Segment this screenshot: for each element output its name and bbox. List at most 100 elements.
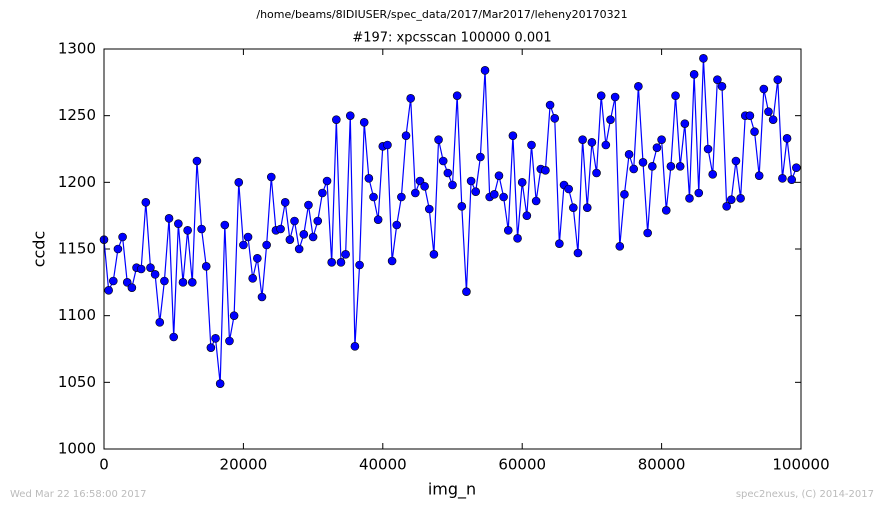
data-point (713, 75, 722, 84)
data-point (253, 254, 262, 263)
y-tick-label: 1050 (58, 373, 96, 391)
data-point (736, 194, 745, 203)
data-point (424, 204, 434, 214)
data-point (573, 248, 583, 258)
data-point (155, 318, 165, 327)
x-tick-label: 60000 (498, 456, 546, 474)
data-point (341, 250, 350, 259)
data-point (792, 163, 801, 172)
data-point (624, 150, 634, 159)
data-point (266, 172, 276, 182)
data-point (327, 258, 336, 267)
data-point (694, 188, 704, 198)
data-point (471, 187, 481, 196)
data-point (299, 230, 309, 239)
series-line (103, 58, 797, 384)
data-point (369, 192, 378, 202)
data-point (629, 164, 639, 174)
data-point (689, 70, 699, 79)
suptitle: /home/beams/8IDIUSER/spec_data/2017/Mar2… (256, 8, 627, 21)
data-point (517, 178, 527, 187)
data-point (322, 176, 332, 186)
data-point (606, 115, 615, 124)
data-point (127, 283, 137, 292)
data-point (201, 262, 211, 271)
data-point (601, 140, 611, 150)
data-point (136, 264, 146, 274)
data-point (434, 135, 443, 144)
data-point (239, 240, 248, 250)
x-tick-label: 100000 (772, 456, 829, 474)
data-point (294, 244, 304, 254)
data-point (457, 202, 467, 211)
data-point (569, 203, 578, 212)
data-point (671, 91, 680, 100)
x-tick-label: 20000 (220, 456, 268, 474)
data-point (499, 192, 508, 202)
y-axis-label: ccdc (30, 231, 49, 268)
data-point (118, 232, 127, 242)
data-point (648, 162, 657, 171)
data-point (675, 162, 685, 171)
data-point (750, 127, 759, 136)
data-point (634, 82, 643, 91)
data-point (503, 226, 513, 235)
data-point (466, 176, 476, 186)
data-point (206, 343, 216, 352)
data-point (615, 242, 625, 251)
data-point (197, 224, 206, 234)
footer-left: Wed Mar 22 16:58:00 2017 (10, 489, 146, 500)
data-point (661, 206, 671, 215)
data-point (643, 228, 652, 238)
data-point (187, 278, 197, 287)
data-point (773, 75, 783, 84)
data-point (578, 135, 587, 144)
data-point (211, 334, 220, 343)
data-point (754, 171, 764, 180)
data-point (304, 200, 313, 210)
data-point (174, 219, 183, 228)
data-point (350, 342, 360, 351)
data-point (234, 178, 244, 187)
data-point (164, 214, 174, 223)
data-point (429, 250, 439, 259)
data-point (531, 196, 541, 206)
data-point (494, 171, 504, 180)
plot-frame (103, 48, 802, 450)
data-point (420, 182, 429, 191)
data-point (550, 114, 560, 123)
data-point (280, 198, 290, 207)
data-point (722, 202, 731, 211)
data-point (141, 198, 151, 207)
data-point (717, 82, 727, 91)
data-point (764, 107, 773, 116)
data-point (192, 156, 202, 166)
data-point (768, 115, 778, 124)
data-point (257, 292, 267, 302)
data-point (108, 276, 118, 286)
data-point (685, 194, 694, 203)
data-point (666, 162, 676, 171)
data-point (383, 140, 392, 150)
data-point (359, 118, 369, 127)
data-point (527, 140, 536, 150)
data-point (522, 211, 532, 220)
data-point (778, 174, 787, 183)
data-point (745, 111, 755, 120)
data-point (411, 188, 420, 198)
data-point (355, 260, 364, 270)
x-tick-label: 40000 (359, 456, 407, 474)
data-point (582, 203, 592, 212)
data-point (610, 92, 620, 102)
data-point (392, 220, 402, 230)
data-point (587, 138, 597, 147)
data-point (364, 174, 374, 183)
y-tick-label: 1300 (58, 40, 96, 58)
data-point (555, 239, 564, 248)
y-tick-label: 1100 (58, 306, 96, 324)
data-point (699, 54, 708, 63)
data-point (452, 91, 462, 100)
data-point (462, 287, 471, 296)
y-tick-label: 1150 (58, 240, 96, 258)
